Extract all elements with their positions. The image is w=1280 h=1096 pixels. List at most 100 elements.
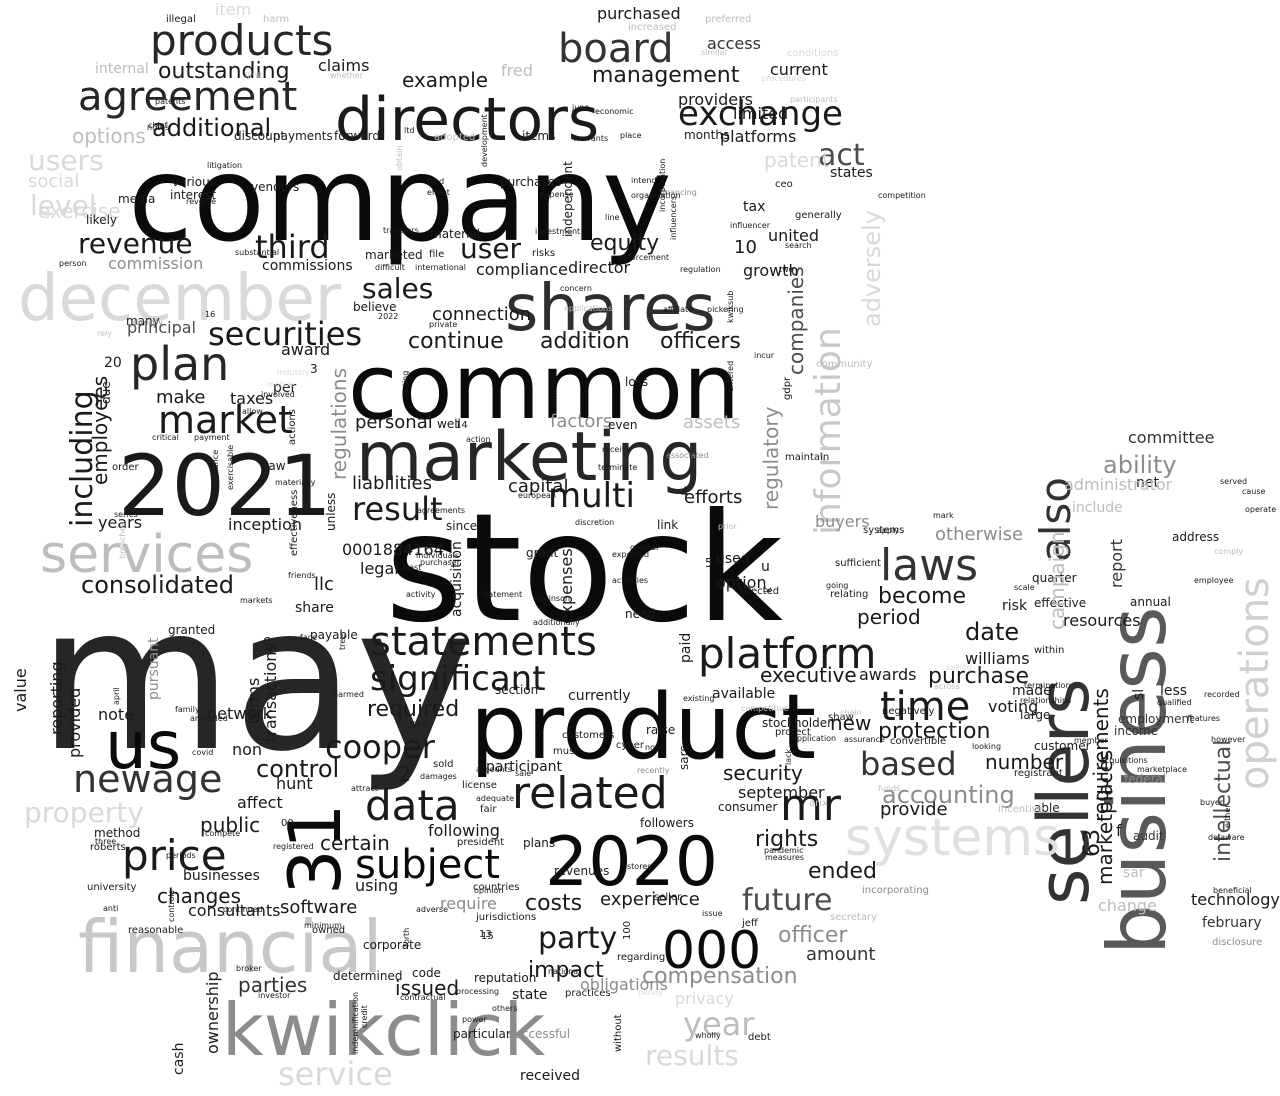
word-materially: materially	[275, 478, 316, 487]
word-issued: issued	[395, 976, 459, 1000]
word-item: item	[215, 0, 251, 19]
word-f: f	[1116, 821, 1122, 840]
word-actions: actions	[287, 409, 298, 445]
word-hunt: hunt	[276, 774, 313, 793]
word-control: control	[256, 755, 339, 783]
word-attract: attract	[351, 784, 378, 793]
word-10: 10	[734, 237, 757, 258]
word-terms: terms	[244, 678, 263, 724]
word-effective: effective	[1034, 596, 1086, 610]
word-13: 13	[479, 929, 492, 940]
word-issue: issue	[702, 909, 723, 918]
word-agreements: agreements	[417, 506, 465, 515]
word-interest: interest	[170, 188, 216, 202]
word-states: states	[830, 165, 873, 181]
word-law: law	[265, 459, 286, 473]
word-costs: costs	[525, 891, 582, 916]
word-statements: statements	[370, 619, 597, 665]
word-access: access	[707, 34, 761, 53]
word-value: value	[11, 668, 30, 712]
word-patents: patents	[155, 97, 185, 106]
word-university: university	[87, 882, 137, 893]
word-corporate: corporate	[363, 938, 421, 952]
word-sales: sales	[362, 272, 433, 305]
word-stockholder: stockholder	[762, 716, 832, 730]
word-recently: recently	[637, 766, 670, 775]
word-expenses: expenses	[557, 548, 576, 624]
word-substantial: substantial	[235, 248, 279, 257]
word-jurisdictions: jurisdictions	[475, 912, 536, 923]
word-future: future	[742, 883, 832, 918]
word-credit: credit	[360, 1005, 369, 1028]
word-2021: 2021	[118, 437, 332, 535]
word-e: e	[263, 633, 272, 649]
word-addition: addition	[540, 329, 630, 354]
word-services: services	[40, 525, 253, 585]
word-convertible: convertible	[890, 736, 946, 747]
word-file: file	[429, 249, 444, 260]
word-63: 63	[1080, 829, 1105, 857]
word-determined: determined	[333, 969, 402, 983]
word-current: current	[770, 60, 828, 79]
word-opinion: opinion	[474, 886, 503, 895]
word-equity: equity	[590, 231, 659, 256]
word-adequate: adequate	[476, 794, 514, 803]
word-purchased: purchased	[597, 4, 681, 23]
word-apply: apply	[877, 526, 899, 535]
word-systems: systems	[845, 808, 1060, 868]
word-registered: registered	[273, 842, 314, 851]
word-within: within	[1034, 645, 1064, 656]
word-assurance: assurance	[844, 735, 885, 744]
word-paid: paid	[678, 633, 694, 663]
word-either: either	[1223, 804, 1232, 828]
word-power: power	[462, 1015, 487, 1024]
word-non: non	[232, 740, 262, 759]
word-influencers: influencers	[669, 196, 678, 240]
word-31: 31	[273, 803, 357, 895]
word-options: options	[72, 124, 146, 148]
word-material: material	[430, 227, 480, 241]
word-april: april	[112, 687, 121, 705]
word-investment: investment	[535, 227, 580, 236]
word-sale: sale	[515, 769, 531, 778]
word-subject: subject	[355, 842, 500, 888]
word-user: user	[460, 232, 522, 265]
word-shares: shares	[505, 272, 716, 346]
word-measures: measures	[765, 853, 804, 862]
word-notes: notes	[147, 123, 169, 132]
word-marketing: marketing	[356, 418, 702, 497]
word-related: related	[512, 768, 668, 819]
word-income: income	[1114, 724, 1158, 738]
word-time: time	[880, 684, 970, 730]
word-search: search	[785, 241, 812, 250]
word-termination: termination	[1024, 681, 1071, 690]
word-accounting: accounting	[882, 781, 1015, 809]
word-director: director	[568, 258, 631, 277]
word-whether: whether	[330, 71, 364, 80]
word-note: note	[98, 705, 134, 724]
word-financing: financing	[660, 188, 697, 197]
word-damages: damages	[420, 772, 457, 781]
word-successful: successful	[508, 1027, 570, 1041]
word-negatively: negatively	[882, 706, 935, 717]
word-internal: internal	[95, 61, 149, 77]
word-intellectual: intellectual	[1211, 740, 1236, 862]
word-need: need	[625, 607, 655, 621]
word-platform: platform	[698, 629, 876, 678]
word-taxes: taxes	[230, 389, 273, 408]
word-registrant: registrant	[1014, 768, 1063, 779]
word-award: award	[281, 340, 330, 359]
word-buyers: buyers	[815, 512, 870, 531]
word-revenue: revenue	[78, 227, 193, 260]
word-development: development	[480, 114, 489, 167]
word-impact: impact	[528, 958, 604, 983]
word-otherwise: otherwise	[935, 524, 1023, 545]
word-three: three	[95, 837, 116, 846]
word-service: service	[278, 1055, 393, 1093]
word-intend: intend	[631, 176, 657, 185]
word-adversely: adversely	[858, 210, 886, 327]
word-growth: growth	[743, 261, 799, 280]
word-administrator: administrator	[1064, 475, 1173, 494]
word-acquisitions: acquisitions	[1100, 756, 1148, 765]
word-marketplace: marketplace	[1137, 765, 1187, 774]
